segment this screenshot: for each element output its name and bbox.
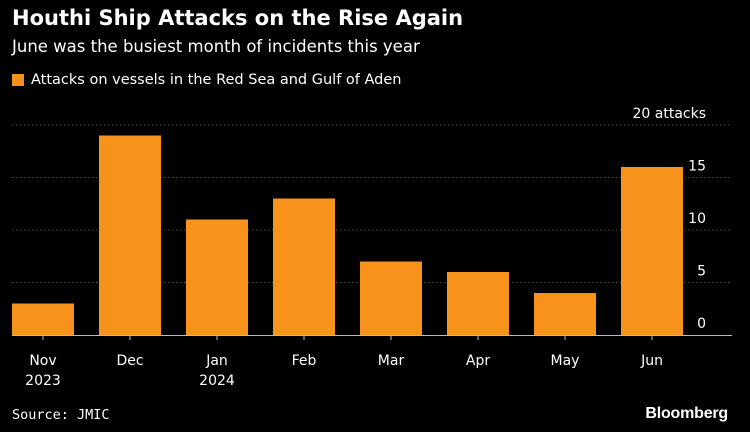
y-tick-label: 20 attacks [633,106,707,122]
x-tick-label: Jun [640,353,663,369]
x-tick-label: Feb [292,353,317,369]
y-tick-label: 10 [688,211,706,227]
x-tick-label: Nov [29,353,56,369]
legend-label: Attacks on vessels in the Red Sea and Gu… [31,72,402,88]
bar-may [534,293,596,335]
y-tick-label: 0 [697,316,706,332]
bar-feb [273,198,335,335]
bar-mar [360,261,422,335]
bar-apr [447,272,509,335]
x-tick-year-label: 2024 [199,373,235,389]
chart-legend: Attacks on vessels in the Red Sea and Gu… [12,72,401,88]
bar-nov [12,303,74,335]
x-tick-label: Mar [378,353,405,369]
bar-jan [186,219,248,335]
chart-subtitle: June was the busiest month of incidents … [12,37,420,56]
x-tick-label: Jan [205,353,228,369]
bloomberg-logo: Bloomberg [645,405,728,422]
chart-title: Houthi Ship Attacks on the Rise Again [12,6,464,30]
x-tick-label: Dec [116,353,143,369]
y-tick-label: 5 [697,264,706,280]
legend-swatch [12,74,24,86]
bar-jun [621,167,683,335]
source-note: Source: JMIC [12,407,110,423]
x-tick-year-label: 2023 [25,373,61,389]
x-tick-label: Apr [466,353,490,369]
x-tick-label: May [551,353,580,369]
y-tick-label: 15 [688,159,706,175]
bar-dec [99,135,161,335]
